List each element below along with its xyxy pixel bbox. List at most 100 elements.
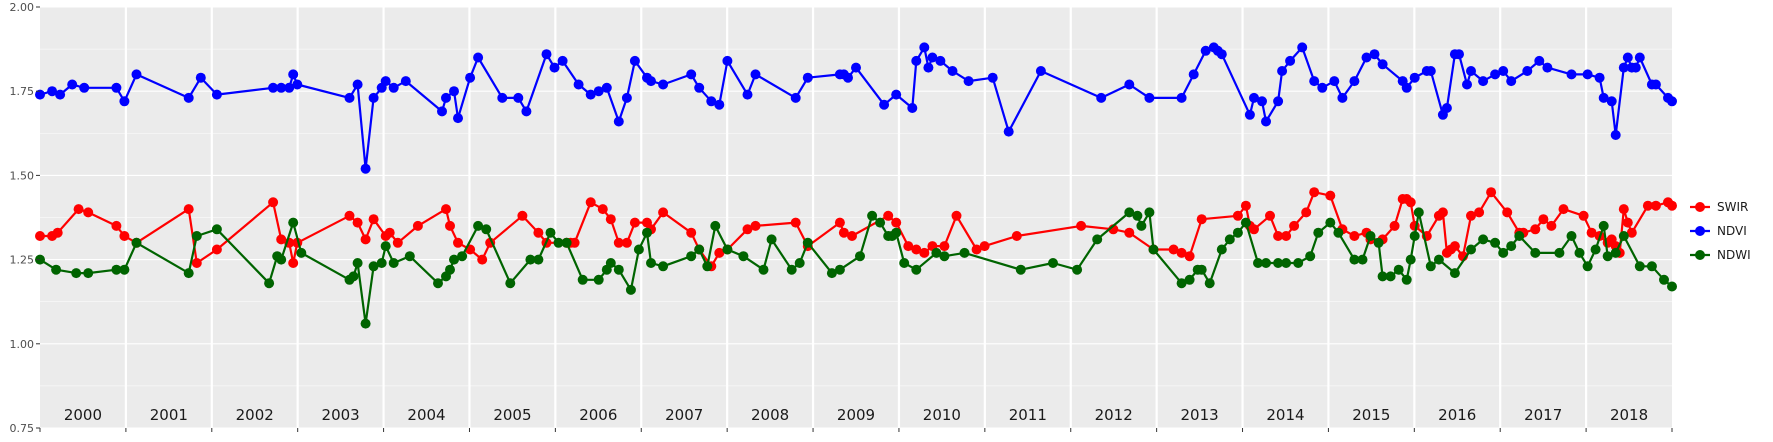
period-label: 2001 [150, 406, 188, 424]
data-point-ndwi [1176, 278, 1187, 289]
data-point-ndwi [625, 284, 636, 295]
data-point-swir [1389, 220, 1400, 231]
period-label: 2011 [1009, 406, 1047, 424]
data-point-ndvi [368, 92, 379, 103]
data-point-ndwi [404, 251, 415, 262]
data-point-ndvi [557, 55, 568, 66]
data-point-ndwi [352, 258, 363, 268]
data-point-swir [211, 244, 222, 255]
data-point-ndwi [722, 244, 733, 255]
data-point-swir [119, 231, 130, 241]
data-point-ndwi [119, 264, 130, 275]
data-point-swir [1546, 220, 1557, 231]
data-point-ndwi [211, 224, 222, 235]
data-point-ndwi [131, 237, 142, 248]
data-point-ndvi [79, 82, 90, 93]
data-point-swir [1184, 251, 1195, 262]
data-point-ndvi [1650, 79, 1661, 90]
data-point-ndwi [360, 318, 371, 329]
legend-item-ndwi: NDWI [1690, 248, 1751, 262]
data-point-ndwi [445, 264, 455, 275]
data-point-ndwi [593, 274, 604, 285]
data-point-ndvi [714, 99, 725, 110]
data-point-ndwi [1530, 247, 1541, 258]
data-point-ndwi [1385, 271, 1396, 282]
year-labels: 2000 2001 2002 2003 2004 2005 2006 2007 2008 2009… [64, 406, 1648, 424]
data-point-swir [750, 220, 761, 231]
data-point-swir [1196, 214, 1207, 225]
period-label: 2017 [1524, 406, 1562, 424]
data-point-ndvi [1349, 76, 1360, 87]
data-point-ndwi [545, 227, 556, 238]
y-tick-label: 1.75 [10, 85, 35, 98]
legend-label: NDWI [1717, 248, 1751, 262]
data-point-ndwi [296, 247, 307, 258]
period-label: 2004 [407, 406, 445, 424]
data-point-ndwi [1124, 207, 1135, 218]
data-point-swir [903, 241, 914, 252]
data-point-ndwi [1232, 227, 1243, 238]
data-point-ndvi [1244, 109, 1255, 120]
data-point-ndwi [1377, 271, 1388, 282]
data-point-swir [847, 231, 857, 241]
data-point-swir [1626, 227, 1637, 238]
data-point-ndvi [284, 82, 295, 93]
data-point-ndvi [55, 89, 66, 100]
y-tick-label: 2.00 [10, 1, 35, 14]
data-point-ndvi [1566, 69, 1577, 80]
y-tick-label: 1.50 [10, 169, 35, 182]
data-point-swir [979, 241, 990, 252]
data-point-ndvi [1337, 92, 1348, 103]
data-point-swir [1124, 227, 1135, 238]
y-tick-label: 1.25 [10, 254, 35, 267]
data-point-ndwi [533, 254, 544, 265]
data-point-ndwi [834, 264, 845, 275]
data-point-ndvi [1317, 82, 1328, 93]
data-point-swir [1273, 231, 1284, 241]
data-point-ndvi [911, 55, 922, 66]
data-point-ndvi [276, 82, 287, 93]
y-tick-label: 0.75 [10, 422, 35, 435]
data-point-ndwi [1449, 268, 1460, 279]
data-point-ndvi [1309, 76, 1320, 87]
data-point-ndwi [1261, 258, 1271, 268]
data-point-ndvi [585, 89, 596, 100]
data-point-swir [1011, 231, 1022, 241]
data-point-ndvi [919, 42, 930, 53]
data-point-ndvi [694, 82, 705, 93]
data-point-ndwi [1224, 234, 1235, 245]
data-point-ndwi [380, 241, 391, 252]
data-point-ndwi [348, 271, 359, 282]
legend-label: NDVI [1717, 224, 1747, 238]
series-line-ndvi [39, 46, 1673, 170]
legend-key-point [1695, 250, 1705, 260]
data-point-ndwi [1184, 274, 1195, 285]
data-point-swir [1405, 197, 1416, 208]
data-point-swir [883, 210, 894, 221]
data-point-swir [971, 244, 982, 255]
data-point-ndwi [1478, 234, 1489, 245]
data-point-swir [714, 247, 725, 258]
data-point-ndwi [939, 251, 950, 262]
data-point-ndwi [276, 254, 287, 265]
data-point-ndvi [879, 99, 890, 110]
data-point-swir [445, 220, 455, 231]
data-point-ndwi [1554, 247, 1565, 258]
data-point-swir [569, 237, 580, 248]
data-point-ndvi [1369, 49, 1380, 60]
data-point-ndwi [1409, 231, 1420, 241]
data-point-swir [368, 214, 379, 225]
data-point-ndwi [766, 234, 777, 245]
data-point-ndwi [1659, 274, 1669, 285]
data-point-ndwi [738, 251, 749, 262]
data-point-ndwi [1566, 231, 1577, 241]
data-point-ndwi [71, 268, 82, 279]
data-point-ndvi [1297, 42, 1308, 53]
data-point-ndwi [1349, 254, 1360, 265]
data-point-ndvi [183, 92, 194, 103]
data-point-ndvi [1003, 126, 1014, 137]
data-point-swir [1176, 247, 1187, 258]
period-label: 2012 [1095, 406, 1133, 424]
data-point-ndwi [1015, 264, 1026, 275]
